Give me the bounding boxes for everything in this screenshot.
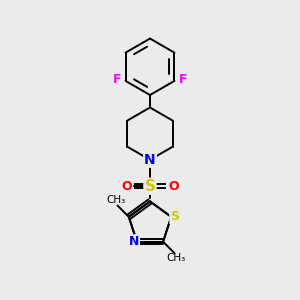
Text: CH₃: CH₃ — [106, 195, 125, 205]
Text: N: N — [144, 153, 156, 167]
Text: F: F — [112, 73, 121, 86]
Text: S: S — [170, 210, 179, 223]
Text: O: O — [169, 180, 179, 193]
Text: S: S — [145, 179, 155, 194]
Text: CH₃: CH₃ — [167, 254, 186, 263]
Text: O: O — [121, 180, 131, 193]
Text: N: N — [129, 235, 139, 248]
Text: F: F — [179, 73, 188, 86]
